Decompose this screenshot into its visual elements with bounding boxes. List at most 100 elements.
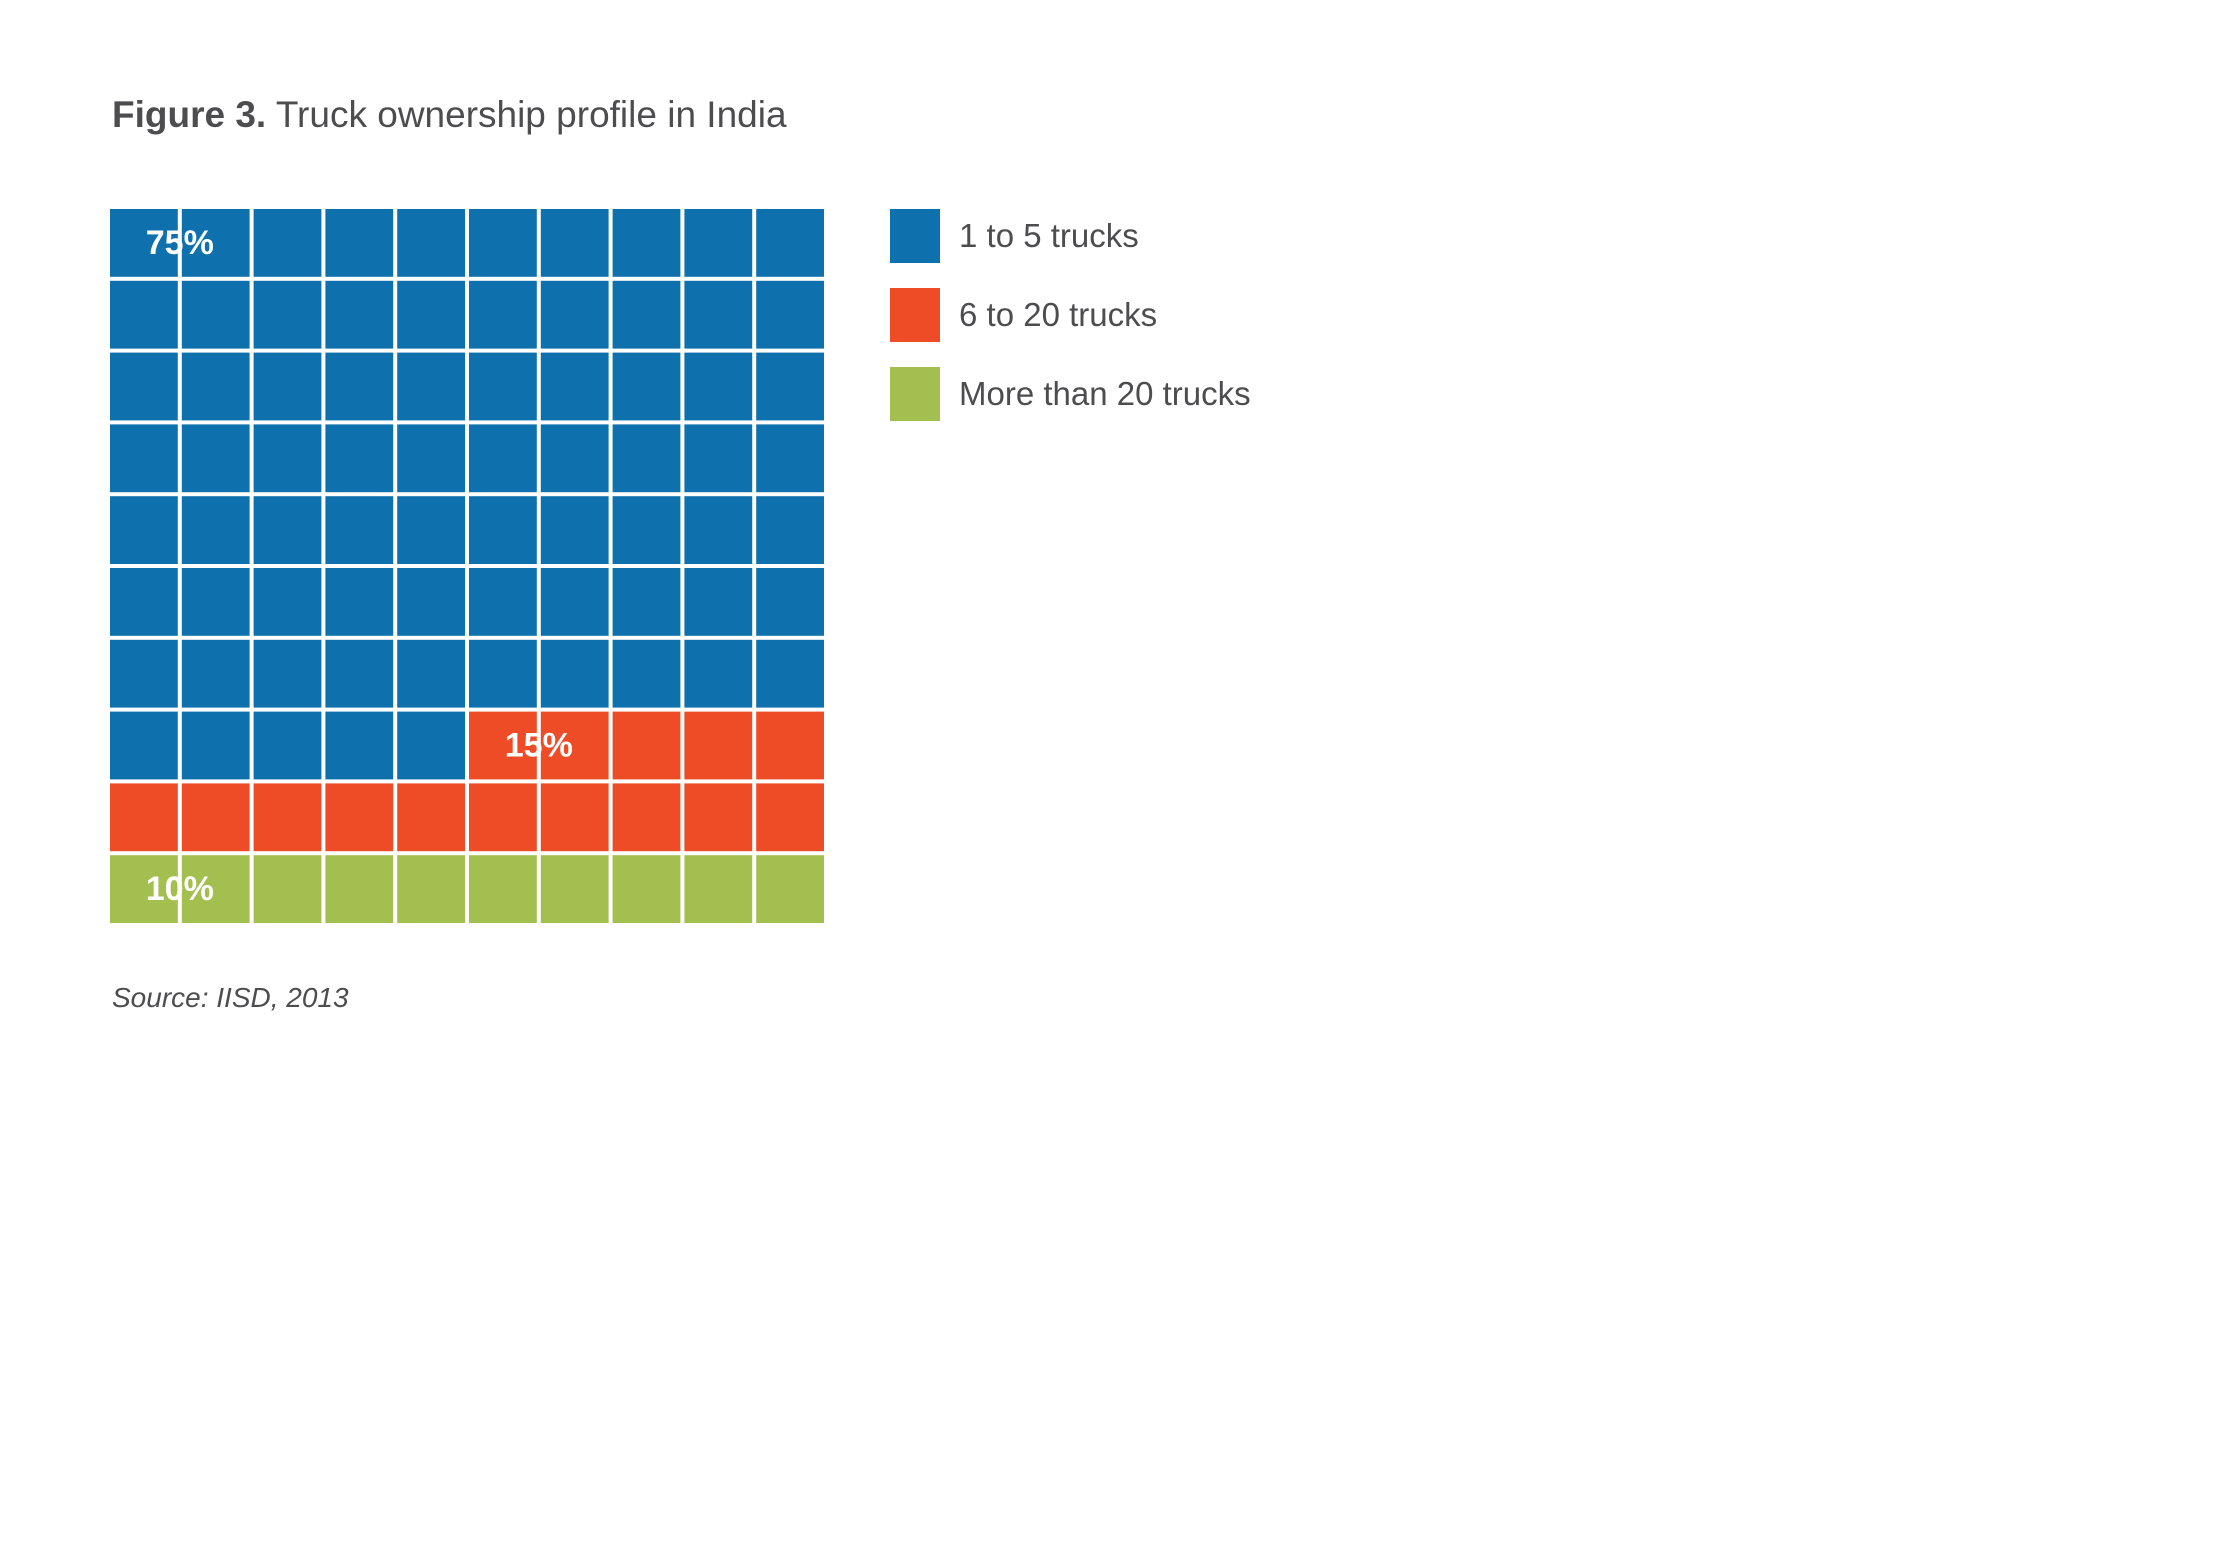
waffle-cell xyxy=(756,711,824,780)
waffle-cell xyxy=(612,568,681,636)
waffle-cell xyxy=(684,855,753,923)
waffle-cell xyxy=(110,209,178,277)
waffle-cell xyxy=(253,424,322,493)
waffle-cell xyxy=(397,209,465,277)
waffle-cell xyxy=(684,639,753,708)
waffle-cell xyxy=(540,496,609,564)
waffle-cell xyxy=(612,280,681,349)
waffle-cell xyxy=(469,352,537,421)
waffle-cell xyxy=(684,783,753,852)
waffle-cell xyxy=(397,711,465,780)
waffle-cell xyxy=(325,855,394,923)
waffle-cell xyxy=(181,352,250,421)
figure-label: Figure 3. xyxy=(112,94,267,135)
waffle-cell xyxy=(540,639,609,708)
legend-item: 6 to 20 trucks xyxy=(890,288,1251,342)
waffle-cell xyxy=(469,783,537,852)
waffle-cell xyxy=(325,352,394,421)
waffle-cell xyxy=(181,639,250,708)
waffle-cell xyxy=(756,568,824,636)
waffle-cell xyxy=(181,783,250,852)
waffle-cell xyxy=(684,568,753,636)
waffle-cell xyxy=(181,711,250,780)
waffle-cell xyxy=(540,855,609,923)
waffle-cell xyxy=(612,783,681,852)
waffle-cell xyxy=(612,209,681,277)
waffle-cell xyxy=(253,209,322,277)
waffle-cell xyxy=(612,496,681,564)
waffle-cell xyxy=(325,496,394,564)
waffle-cell xyxy=(540,280,609,349)
waffle-cell xyxy=(181,280,250,349)
waffle-cell xyxy=(110,568,178,636)
waffle-cell xyxy=(110,639,178,708)
waffle-cell xyxy=(253,783,322,852)
waffle-cell xyxy=(684,352,753,421)
waffle-cell xyxy=(469,639,537,708)
waffle-cell xyxy=(253,352,322,421)
waffle-cell xyxy=(756,424,824,493)
waffle-cell xyxy=(540,783,609,852)
waffle-cell xyxy=(110,855,178,923)
waffle-cell xyxy=(756,352,824,421)
legend-swatch xyxy=(890,367,940,421)
waffle-cell xyxy=(397,280,465,349)
legend-label: 1 to 5 trucks xyxy=(959,217,1139,254)
waffle-cell xyxy=(253,496,322,564)
waffle-cell xyxy=(540,711,609,780)
waffle-cell xyxy=(612,855,681,923)
waffle-cell xyxy=(397,639,465,708)
waffle-cell xyxy=(110,711,178,780)
waffle-cell xyxy=(469,209,537,277)
legend-item: 1 to 5 trucks xyxy=(890,209,1251,263)
waffle-cell xyxy=(612,424,681,493)
waffle-cell xyxy=(325,711,394,780)
waffle-cell xyxy=(253,711,322,780)
waffle-cell xyxy=(540,568,609,636)
waffle-cell xyxy=(110,496,178,564)
waffle-labels: 75% 15% 10% xyxy=(146,224,573,908)
waffle-cell xyxy=(397,496,465,564)
waffle-cell xyxy=(684,424,753,493)
data-label: 15% xyxy=(505,727,573,765)
waffle-cell xyxy=(469,280,537,349)
waffle-cell xyxy=(253,280,322,349)
legend-swatch xyxy=(890,209,940,263)
waffle-cell xyxy=(684,711,753,780)
waffle-cell xyxy=(684,209,753,277)
waffle-cell xyxy=(540,209,609,277)
waffle-cell xyxy=(612,352,681,421)
waffle-cell xyxy=(756,855,824,923)
waffle-cell xyxy=(325,639,394,708)
waffle-cell xyxy=(325,783,394,852)
waffle-cell xyxy=(469,568,537,636)
waffle-chart: 75% 15% 10% xyxy=(110,209,824,923)
figure-title-text: Truck ownership profile in India xyxy=(275,94,787,135)
waffle-cell xyxy=(612,639,681,708)
waffle-cell xyxy=(756,783,824,852)
waffle-cell xyxy=(397,855,465,923)
waffle-cell xyxy=(469,496,537,564)
source-note: Source: IISD, 2013 xyxy=(112,982,349,1013)
waffle-cell xyxy=(540,352,609,421)
waffle-cell xyxy=(110,424,178,493)
waffle-cell xyxy=(325,209,394,277)
waffle-cells xyxy=(110,209,824,923)
waffle-cell xyxy=(397,352,465,421)
legend-label: 6 to 20 trucks xyxy=(959,296,1158,333)
waffle-cell xyxy=(756,280,824,349)
waffle-cell xyxy=(469,711,537,780)
legend: 1 to 5 trucks 6 to 20 trucks More than 2… xyxy=(890,209,1251,446)
waffle-cell xyxy=(612,711,681,780)
waffle-cell xyxy=(253,855,322,923)
waffle-cell xyxy=(684,280,753,349)
waffle-cell xyxy=(469,855,537,923)
waffle-cell xyxy=(181,424,250,493)
waffle-cell xyxy=(397,568,465,636)
data-label: 75% xyxy=(146,224,214,262)
legend-label: More than 20 trucks xyxy=(959,375,1251,412)
waffle-cell xyxy=(325,424,394,493)
waffle-cell xyxy=(181,855,250,923)
waffle-cell xyxy=(540,424,609,493)
waffle-cell xyxy=(181,496,250,564)
